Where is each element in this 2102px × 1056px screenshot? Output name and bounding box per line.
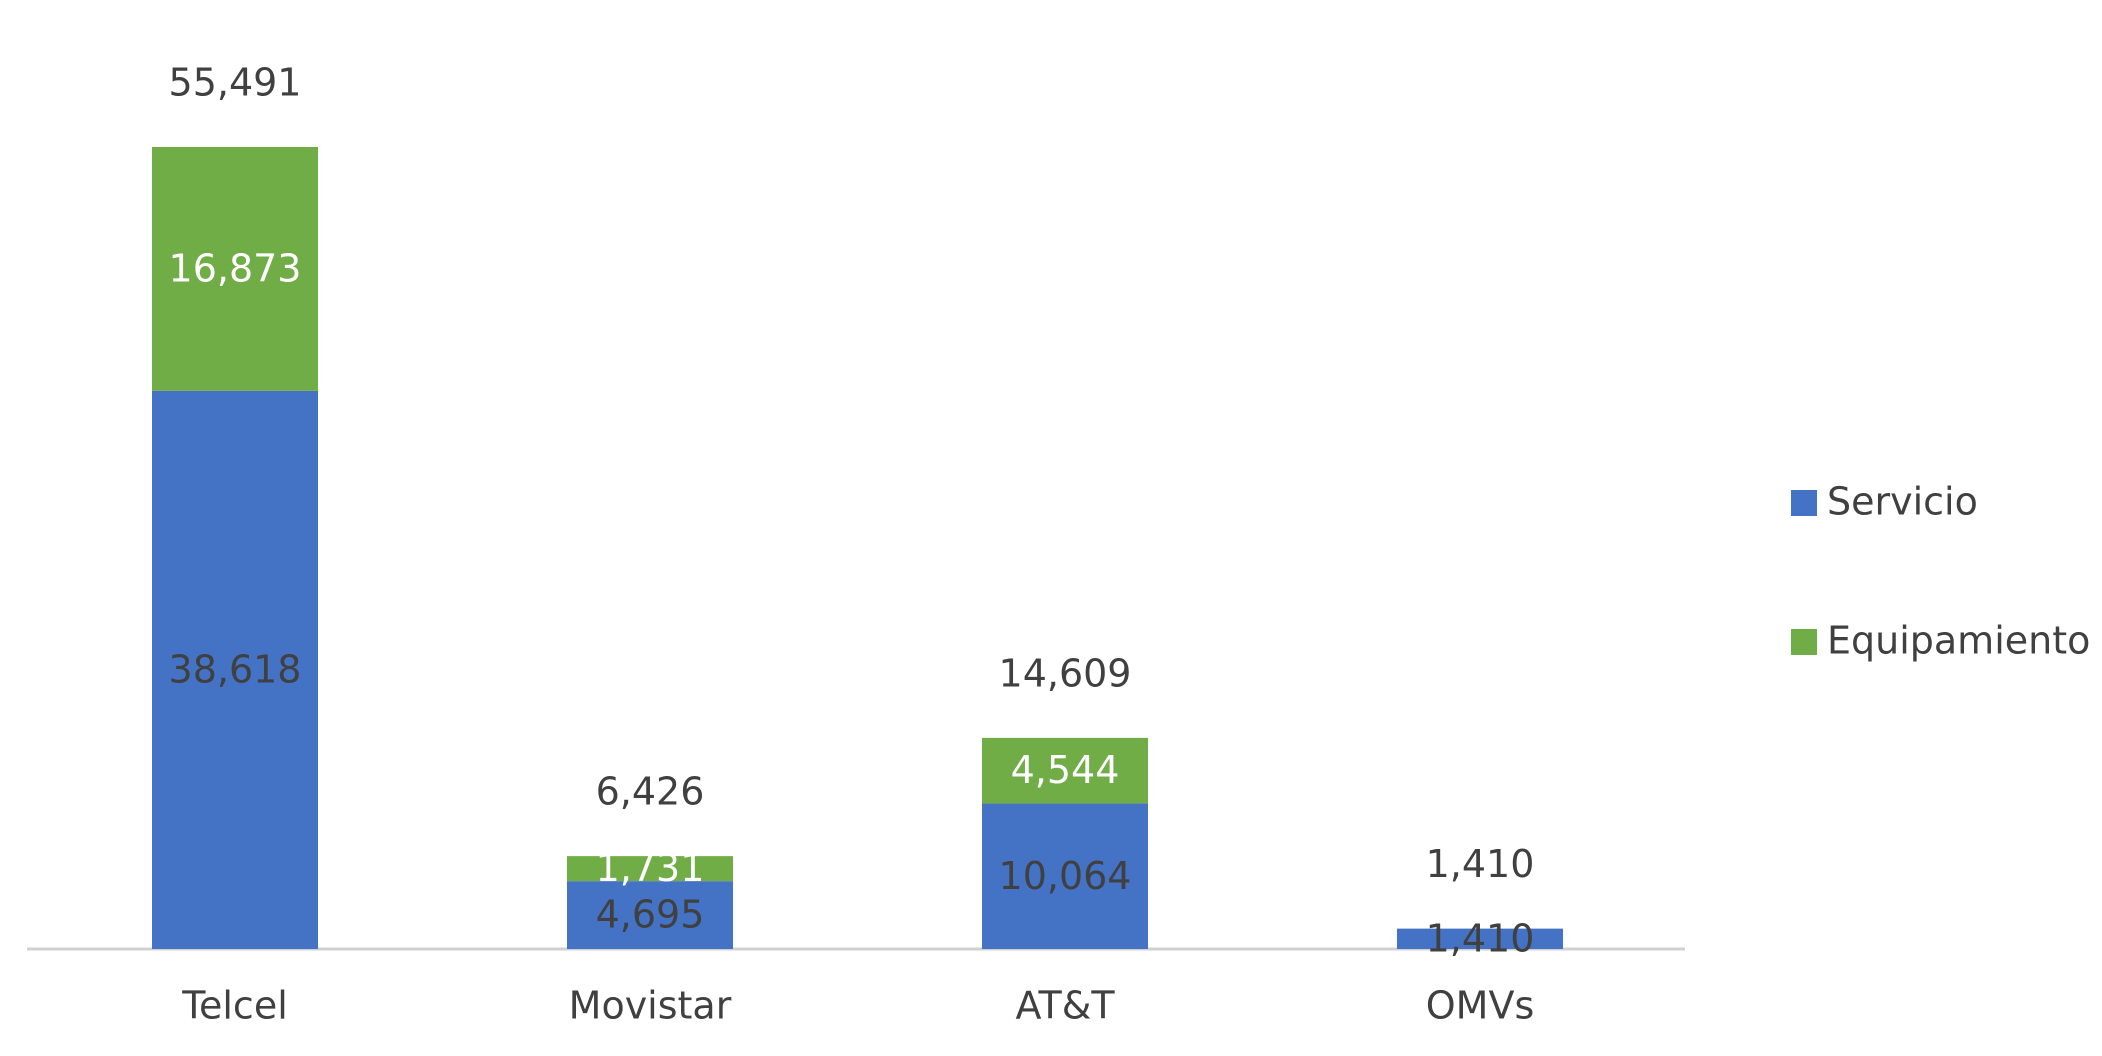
bar-segment <box>152 390 318 949</box>
bar-segment <box>152 147 318 391</box>
x-tick-label: OMVs <box>1426 984 1535 1028</box>
bar-segment <box>982 737 1148 804</box>
total-label: 55,491 <box>169 61 302 105</box>
total-label: 1,410 <box>1426 842 1535 886</box>
data-label: 38,618 <box>169 647 302 691</box>
bar-segment <box>982 803 1148 949</box>
legend-label: Servicio <box>1827 480 1978 524</box>
data-label: 1,731 <box>596 846 705 890</box>
bar-segment <box>567 881 733 949</box>
legend-swatch <box>1791 629 1817 655</box>
data-label: 10,064 <box>999 854 1132 898</box>
x-tick-label: AT&T <box>1015 984 1115 1028</box>
data-label: 16,873 <box>169 246 302 290</box>
legend-swatch <box>1791 490 1817 516</box>
data-label: 4,695 <box>596 893 705 937</box>
x-tick-label: Telcel <box>181 984 288 1028</box>
total-label: 14,609 <box>999 651 1132 695</box>
data-label: 4,544 <box>1011 748 1120 792</box>
bar-segment <box>1397 928 1563 949</box>
data-label: 1,410 <box>1426 916 1535 960</box>
bar-segment <box>567 856 733 882</box>
total-label: 6,426 <box>596 770 705 814</box>
x-tick-label: Movistar <box>569 984 732 1028</box>
legend-label: Equipamiento <box>1827 619 2090 663</box>
